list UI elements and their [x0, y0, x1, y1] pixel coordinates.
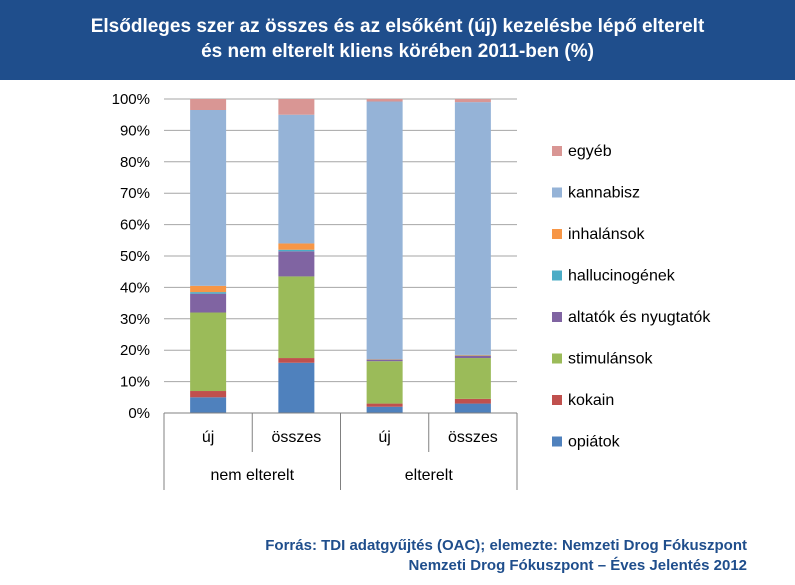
source-line-2: Nemzeti Drog Fókuszpont – Éves Jelentés …	[408, 557, 747, 574]
y-tick-label: 60%	[120, 217, 150, 234]
bar-segment	[190, 397, 227, 413]
bar-segment	[190, 293, 227, 313]
category-label: összes	[448, 429, 498, 446]
bar-segment	[366, 406, 403, 413]
legend-swatch	[552, 312, 562, 322]
legend-item: altatók és nyugtatók	[552, 309, 711, 326]
bar-segment	[190, 99, 227, 110]
bar-segment	[366, 99, 403, 102]
y-tick-label: 10%	[120, 374, 150, 391]
bar-segment	[454, 358, 491, 399]
y-tick-label: 70%	[120, 185, 150, 202]
bar-segment	[454, 398, 491, 404]
bar-segment	[366, 359, 403, 362]
legend-label: kokain	[568, 392, 614, 409]
legend-label: stimulánsok	[568, 351, 653, 368]
chart-title-line-1: Elsődleges szer az összes és az elsőként…	[90, 16, 705, 37]
bar-segment	[454, 355, 491, 359]
bar-segment	[190, 285, 227, 293]
y-tick-label: 50%	[120, 248, 150, 265]
legend: egyéb kannabisz inhalánsok hallucinogének al…	[552, 143, 711, 451]
y-tick-label: 90%	[120, 122, 150, 139]
bar-segment	[278, 249, 315, 252]
y-axis-tick-labels: 0% 10% 20% 30% 40% 50% 60% 70% 80% 90% 100%	[112, 91, 150, 422]
category-label: új	[202, 429, 214, 446]
legend-swatch	[552, 353, 562, 364]
legend-item: inhalánsok	[552, 226, 646, 243]
bar-segment	[454, 354, 491, 356]
bar-segment	[278, 362, 315, 413]
legend-swatch	[552, 395, 562, 405]
legend-label: inhalánsok	[568, 226, 646, 243]
bar-segment	[278, 114, 315, 244]
y-tick-label: 20%	[120, 342, 150, 359]
y-tick-label: 0%	[128, 405, 150, 422]
legend-item: hallucinogének	[552, 268, 676, 285]
bars	[190, 99, 491, 413]
legend-swatch	[552, 270, 562, 281]
bar-segment	[366, 403, 403, 407]
source-line-1: Forrás: TDI adatgyűjtés (OAC); elemezte:…	[265, 537, 747, 554]
category-label: összes	[271, 429, 321, 446]
legend-label: kannabisz	[568, 185, 640, 202]
legend-label: opiátok	[568, 434, 621, 451]
legend-label: egyéb	[568, 143, 612, 160]
chart-title-line-2: és nem elterelt kliens körében 2011-ben …	[201, 41, 594, 62]
bar-segment	[454, 102, 491, 355]
legend-swatch	[552, 436, 562, 447]
bar-segment	[190, 391, 227, 398]
y-tick-label: 30%	[120, 311, 150, 328]
bar-segment	[278, 243, 315, 250]
bar-segment	[278, 251, 315, 277]
legend-swatch	[552, 229, 562, 239]
category-label: új	[378, 429, 390, 446]
bar-segment	[190, 292, 227, 294]
chart-title: Elsődleges szer az összes és az elsőként…	[0, 0, 795, 80]
group-label: elterelt	[405, 467, 454, 484]
bar-segment	[278, 276, 315, 359]
legend-item: opiátok	[552, 434, 621, 451]
bar-segment	[366, 101, 403, 359]
bar-segment	[454, 99, 491, 103]
bar-segment	[190, 312, 227, 392]
category-axis: új összes új összes nem elterelt elterelt	[163, 412, 518, 490]
legend-swatch	[552, 146, 562, 156]
bar-segment	[366, 361, 403, 404]
legend-item: kannabisz	[552, 185, 640, 202]
y-tick-label: 100%	[112, 91, 150, 108]
bar-segment	[278, 99, 315, 115]
source-note: Forrás: TDI adatgyűjtés (OAC); elemezte:…	[265, 536, 747, 576]
stacked-bar-chart: 0% 10% 20% 30% 40% 50% 60% 70% 80% 90% 100% új össz…	[112, 91, 711, 490]
legend-item: stimulánsok	[552, 351, 653, 368]
y-tick-label: 80%	[120, 154, 150, 171]
legend-item: kokain	[552, 392, 614, 409]
bar-segment	[454, 403, 491, 413]
y-tick-label: 40%	[120, 279, 150, 296]
bar-segment	[278, 358, 315, 363]
group-label: nem elterelt	[210, 467, 294, 484]
legend-item: egyéb	[552, 143, 612, 160]
legend-swatch	[552, 187, 562, 198]
legend-label: hallucinogének	[568, 268, 676, 285]
legend-label: altatók és nyugtatók	[568, 309, 711, 326]
bar-segment	[190, 109, 227, 286]
